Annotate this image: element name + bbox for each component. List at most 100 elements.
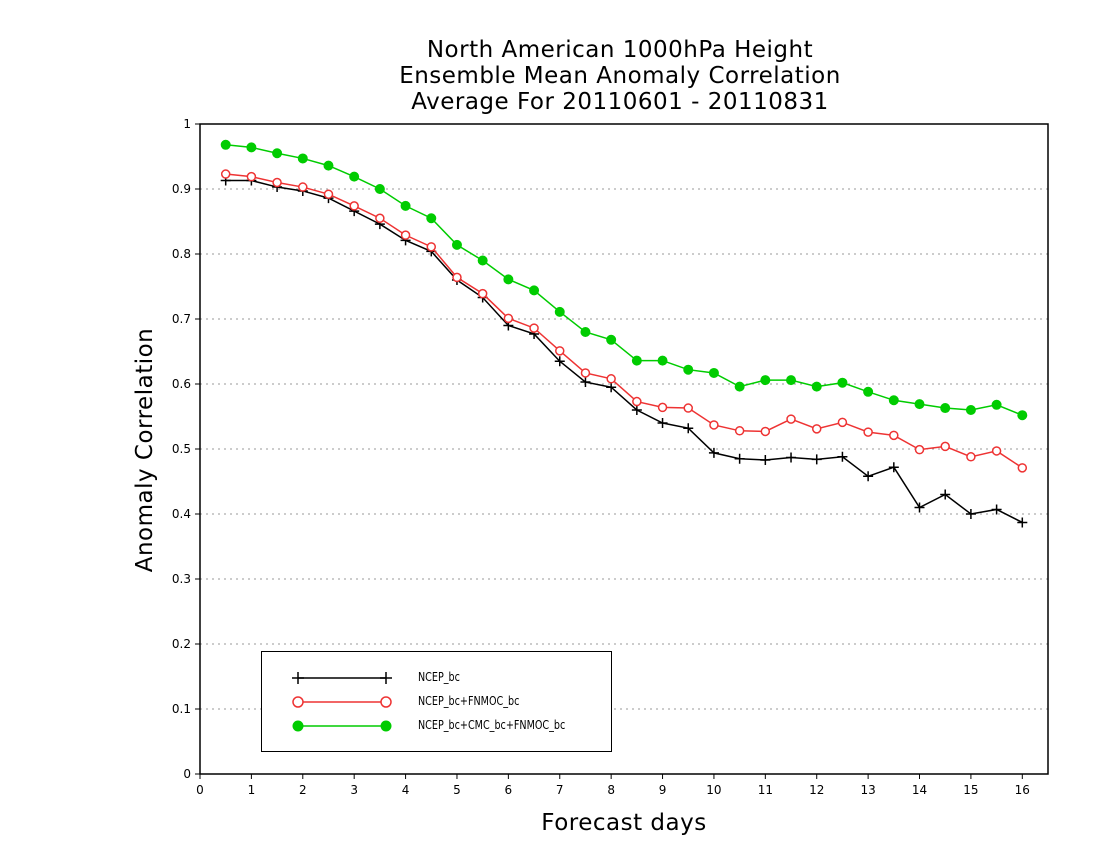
series-line [225,144,1023,416]
y-tick-label: 0.6 [172,377,191,391]
data-point [863,386,874,397]
data-point [811,454,822,465]
data-point [914,399,925,410]
x-tick-label: 0 [196,783,204,797]
data-point [786,414,796,424]
data-point [631,405,642,415]
data-point [323,160,334,171]
data-point [786,375,797,386]
legend-label: NCEP_bc [418,670,460,684]
series-line [225,173,1023,469]
legend-swatch-ncep-fnmoc [292,696,392,708]
axes [195,123,1049,779]
x-tick-label: 11 [758,783,773,797]
data-point [246,142,257,153]
data-point [606,374,616,384]
legend-swatch-ncep-cmc-fnmoc [292,720,392,732]
data-point [837,417,848,428]
data-point [940,441,950,452]
data-point [1017,517,1028,528]
series-line [225,179,1023,524]
legend-label: NCEP_bc+FNMOC_bc [418,694,520,708]
data-point [580,327,591,337]
x-tick-label: 16 [1015,783,1030,797]
data-point [786,452,797,463]
data-point [991,446,1002,456]
x-tick-label: 10 [706,783,721,797]
y-axis-label: Anomaly Correlation [132,327,158,573]
data-point [580,368,591,378]
data-point [554,356,565,367]
data-point [426,242,437,252]
data-point [657,355,668,366]
x-tick-label: 14 [912,783,927,797]
data-point [451,239,462,250]
series-2 [220,139,1028,421]
data-point [734,426,745,436]
data-point [606,334,617,345]
chart-title-line-1: North American 1000hPa Height [426,37,814,63]
data-point [349,171,360,182]
data-point [220,169,231,179]
data-point [657,418,668,428]
y-tick-label: 0.2 [172,637,191,651]
data-point [477,288,488,299]
x-tick-label: 13 [860,783,875,797]
data-point [837,451,848,462]
data-point [298,182,308,192]
data-point [657,402,668,413]
data-point [863,471,874,482]
x-tick-label: 8 [607,783,615,797]
series-0 [220,175,1028,528]
data-point [683,423,694,434]
series-group [220,139,1028,528]
data-point [708,447,719,458]
x-tick-label: 4 [402,783,410,797]
data-point [503,313,514,324]
data-point [554,306,565,317]
data-point [272,177,282,188]
data-point [940,403,951,414]
y-tick-label: 0.8 [172,247,191,261]
data-point [297,153,308,164]
tick-labels: 00.10.20.30.40.50.60.70.80.910 1 2 3 4 5 6 7 8 9 1… [172,117,1030,797]
x-tick-label: 5 [453,783,461,797]
x-tick-label: 7 [556,783,564,797]
chart-title-line-2: Ensemble Mean Anomaly Correlation [399,63,841,89]
data-point [914,502,925,513]
data-point [246,171,257,182]
data-point [734,381,745,392]
data-point [683,403,693,413]
data-point [426,213,437,224]
data-point [529,323,539,333]
y-tick-label: 0.3 [172,572,191,586]
data-point [375,213,385,223]
x-tick-label: 2 [299,783,307,797]
x-tick-label: 1 [248,783,256,797]
data-point [1017,410,1028,421]
data-point [272,148,283,159]
data-point [349,201,359,211]
data-point [632,396,642,407]
legend-item-ncep-bc: NCEP_bc [262,666,611,690]
x-axis-label: Forecast days [541,810,707,836]
data-point [374,184,385,194]
data-point [811,381,822,392]
x-tick-label: 6 [505,783,513,797]
data-point [914,444,925,455]
data-point [220,139,231,150]
data-point [837,377,848,388]
data-point [863,427,873,437]
legend-item-ncep-fnmoc: NCEP_bc+FNMOC_bc [262,690,611,714]
legend-swatch-ncep-bc [292,672,392,684]
data-point [683,364,694,375]
data-point [400,230,411,240]
series-1 [220,169,1028,473]
y-tick-label: 0.5 [172,442,191,456]
data-point [555,346,565,356]
data-point [811,424,822,434]
data-point [734,453,745,464]
y-tick-label: 0 [183,767,191,781]
y-tick-label: 1 [183,117,191,131]
